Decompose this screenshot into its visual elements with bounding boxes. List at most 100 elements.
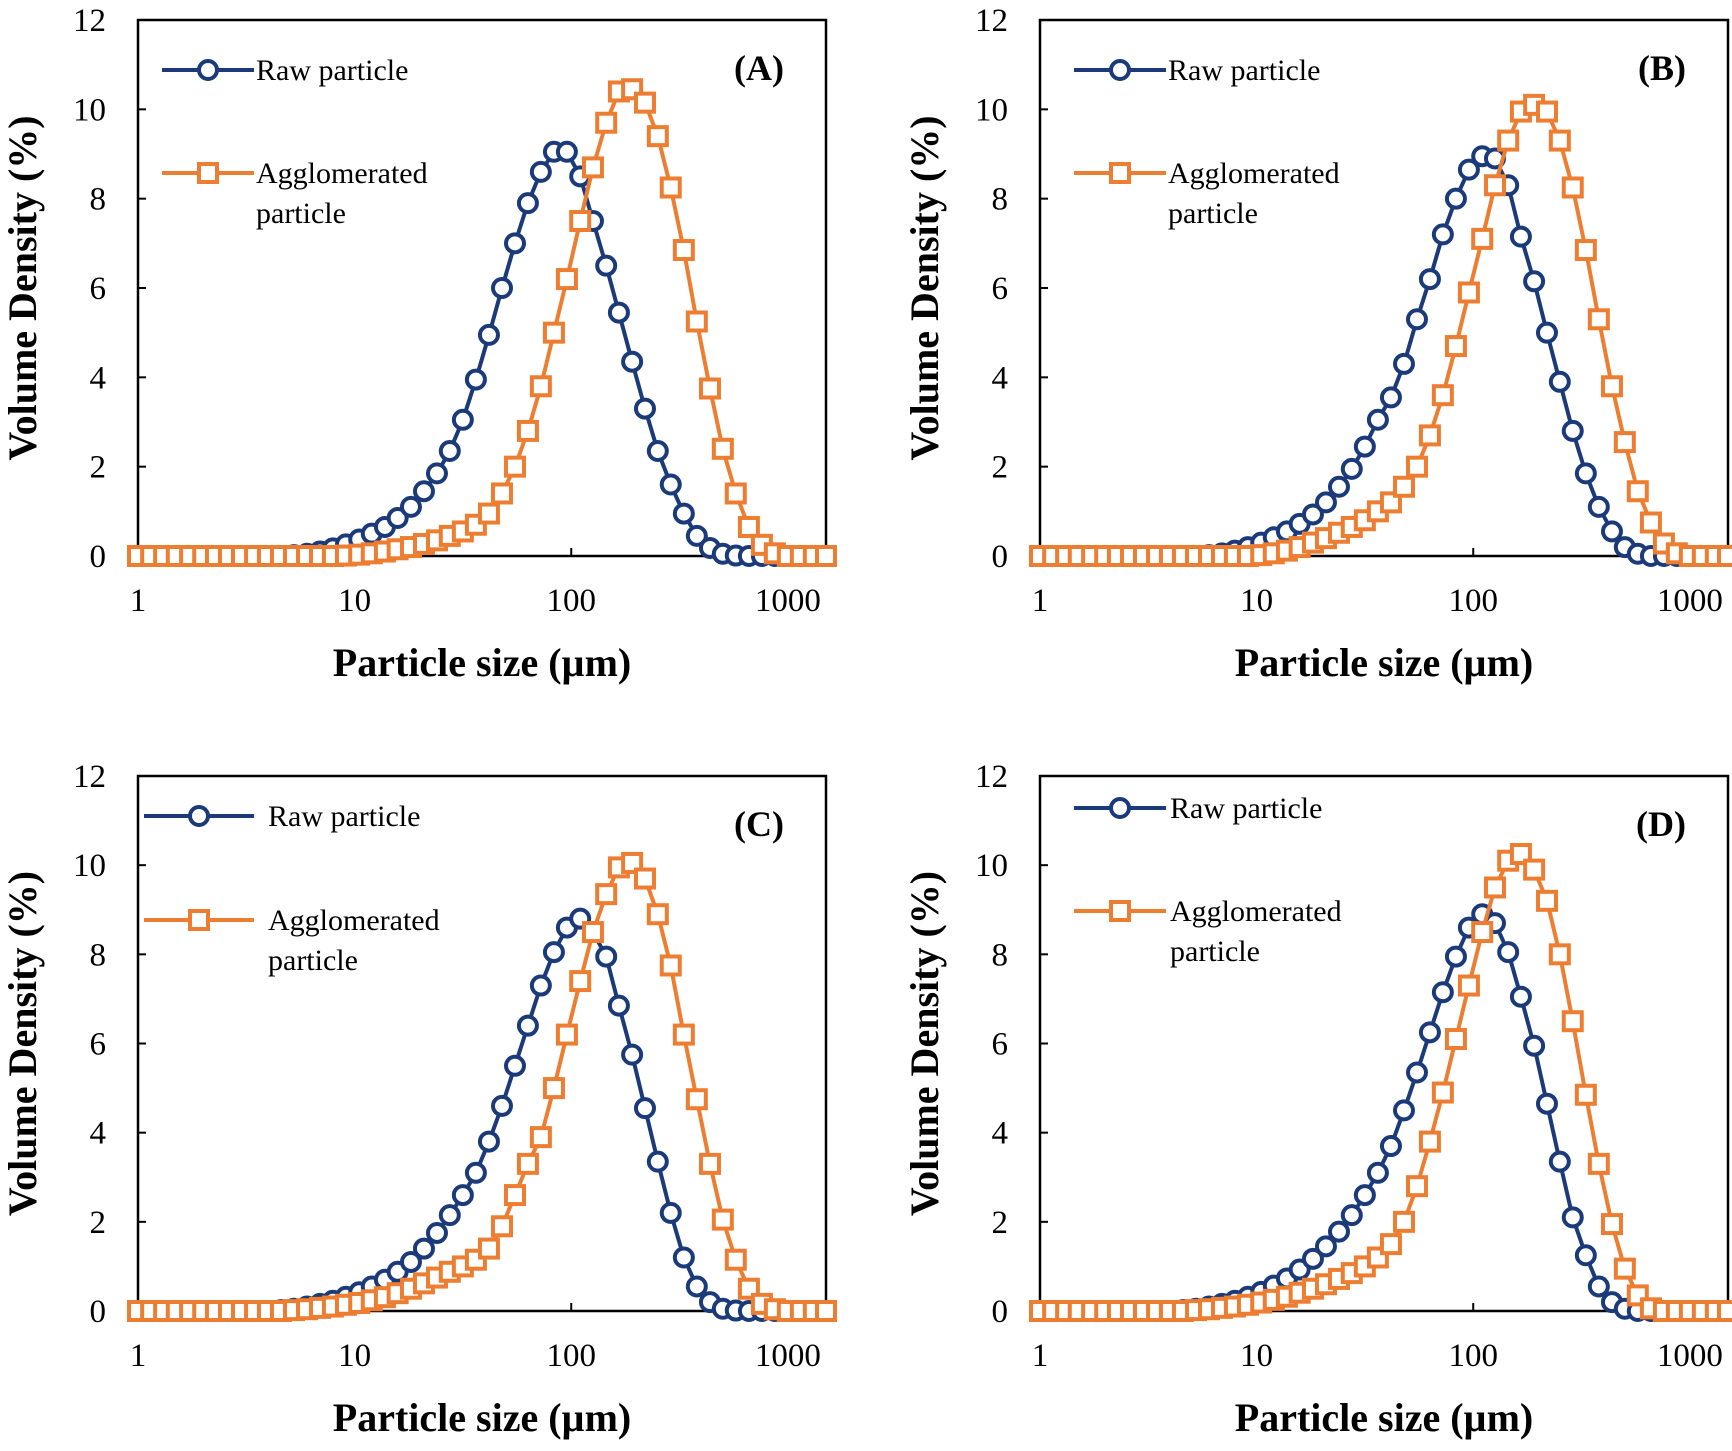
data-point — [1561, 1010, 1584, 1033]
data-point — [1535, 100, 1558, 123]
data-point — [1587, 308, 1610, 331]
data-point — [1523, 1034, 1546, 1057]
data-point — [529, 1126, 552, 1149]
panel-label: (C) — [734, 804, 784, 844]
data-point — [412, 480, 435, 503]
y-tick-label: 6 — [90, 1027, 107, 1063]
data-point — [1444, 1028, 1467, 1051]
data-point — [1327, 475, 1350, 498]
data-point — [1471, 227, 1494, 250]
data-point — [1587, 495, 1610, 518]
y-tick-label: 12 — [73, 3, 106, 39]
data-point — [1392, 475, 1415, 498]
data-point — [1561, 176, 1584, 199]
data-point — [1600, 520, 1623, 543]
data-point — [1444, 945, 1467, 968]
y-tick-label: 8 — [90, 182, 107, 218]
y-tick-label: 4 — [90, 360, 107, 396]
data-point — [1418, 1021, 1441, 1044]
data-point — [581, 921, 604, 944]
data-point — [685, 1088, 708, 1111]
data-point — [1457, 974, 1480, 997]
data-point — [399, 495, 422, 518]
data-point — [1457, 158, 1480, 181]
y-axis-title: Volume Density (%) — [902, 871, 947, 1216]
data-point — [1379, 491, 1402, 514]
x-tick-label: 1000 — [1657, 583, 1723, 619]
data-point — [542, 1077, 565, 1100]
legend: Raw particle Agglomerated particle — [1074, 54, 1340, 230]
data-point — [464, 368, 487, 391]
legend-label-raw: Raw particle — [256, 54, 408, 87]
data-point — [646, 1150, 669, 1173]
data-point — [633, 91, 656, 114]
data-point — [672, 239, 695, 262]
data-point — [542, 941, 565, 964]
data-point — [646, 903, 669, 926]
data-point — [581, 156, 604, 179]
chart-panel-c: 0 2 4 6 8 10 12 1 10 100 1000 Particle size (µm) Vol… — [0, 759, 837, 1440]
data-point — [672, 502, 695, 525]
data-point — [1561, 1206, 1584, 1229]
legend-label-agglomerated: Agglomerated particle — [1168, 157, 1340, 230]
data-point — [1717, 1300, 1732, 1322]
y-tick-label: 12 — [975, 3, 1008, 39]
y-tick-label: 12 — [975, 759, 1008, 795]
y-tick-label: 6 — [992, 271, 1009, 307]
data-point — [1327, 1220, 1350, 1243]
data-point — [659, 176, 682, 199]
legend: Raw particle Agglomerated particle — [1074, 792, 1342, 968]
data-point — [685, 524, 708, 547]
x-tick-label: 1 — [130, 1338, 147, 1374]
legend-label-raw: Raw particle — [1168, 54, 1320, 87]
data-point — [490, 277, 513, 299]
data-point — [621, 851, 644, 874]
x-tick-label: 10 — [1240, 583, 1273, 619]
data-point — [1301, 1247, 1324, 1270]
x-tick-label: 1000 — [755, 1338, 821, 1374]
data-point — [1483, 174, 1506, 197]
y-tick-label: 4 — [90, 1116, 107, 1152]
data-point — [1523, 270, 1546, 293]
legend-marker-raw — [188, 805, 210, 827]
series-agglomerated-particle — [1029, 843, 1732, 1322]
data-point — [516, 192, 539, 215]
y-tick-label: 2 — [90, 1205, 107, 1241]
y-axis-title: Volume Density (%) — [0, 871, 45, 1216]
data-point — [503, 1184, 526, 1207]
data-point — [1471, 921, 1494, 944]
data-point — [815, 1300, 837, 1322]
data-point — [464, 1161, 487, 1184]
legend: Raw particle Agglomerated particle — [144, 800, 440, 977]
data-point — [646, 125, 669, 148]
data-point — [633, 1097, 656, 1120]
data-point — [685, 310, 708, 333]
data-point — [1497, 941, 1520, 964]
data-point — [659, 1201, 682, 1224]
y-tick-label: 10 — [975, 848, 1008, 884]
x-axis-title: Particle size (µm) — [1235, 640, 1533, 685]
y-tick-label: 8 — [992, 937, 1009, 973]
y-tick-label: 8 — [90, 937, 107, 973]
data-point — [672, 1246, 695, 1269]
x-tick-label: 100 — [1448, 583, 1498, 619]
data-point — [737, 515, 760, 538]
data-point — [724, 482, 747, 505]
data-point — [1340, 457, 1363, 480]
data-point — [1717, 545, 1732, 567]
data-point — [1431, 384, 1454, 407]
data-point — [1444, 187, 1467, 210]
data-point — [1392, 1099, 1415, 1122]
data-point — [1301, 503, 1324, 526]
data-point — [1587, 1275, 1610, 1298]
data-point — [1509, 985, 1532, 1008]
data-point — [1366, 1161, 1389, 1184]
legend-label-raw: Raw particle — [268, 800, 420, 833]
data-point — [621, 1043, 644, 1066]
data-point — [1548, 370, 1571, 393]
y-tick-label: 4 — [992, 360, 1009, 396]
chart-panel-a: 0 2 4 6 8 10 12 1 10 100 1000 Particle size (µm) Vol… — [0, 3, 837, 685]
legend: Raw particle Agglomerated particle — [162, 54, 428, 230]
data-point — [1392, 1210, 1415, 1233]
data-point — [399, 1250, 422, 1273]
